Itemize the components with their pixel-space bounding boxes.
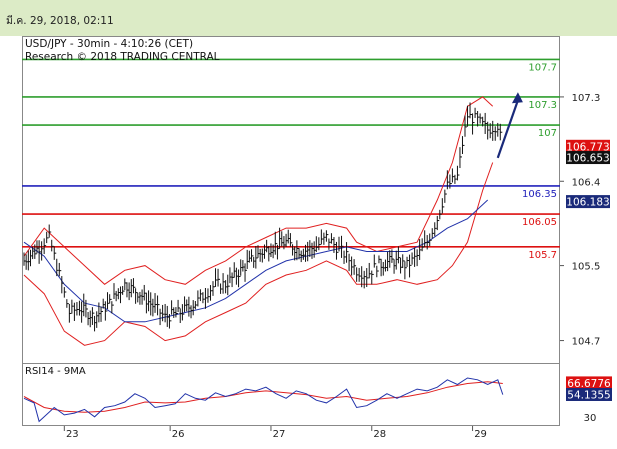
rsi-ma-line xyxy=(23,381,503,413)
rsi-y-tick-0: 30 xyxy=(584,413,597,424)
rsi-tag-bg-0 xyxy=(566,376,612,390)
x-tick-label-4: 29 xyxy=(474,429,487,440)
candlestick-bars xyxy=(23,102,503,332)
rsi-title: RSI14 - 9MA xyxy=(25,366,86,377)
level-label-3: 106.35 xyxy=(522,189,557,200)
rsi-tag-label-1: 54.1355 xyxy=(567,389,610,401)
price-tag-bg-2 xyxy=(566,195,610,209)
rsi-tag-label-0: 66.6776 xyxy=(567,378,611,390)
price-tag-label-1: 106.653 xyxy=(566,153,609,165)
rsi-panel xyxy=(22,364,560,426)
y-tick-label-0: 107.3 xyxy=(572,93,601,104)
chart-title-line2: Research © 2018 TRADING CENTRAL xyxy=(25,51,220,63)
price-tag-label-0: 106.773 xyxy=(566,141,609,153)
y-tick-label-3: 104.7 xyxy=(572,337,601,348)
bollinger-lower xyxy=(23,162,494,346)
x-tick-label-0: 23 xyxy=(66,429,79,440)
bollinger-upper xyxy=(23,96,494,285)
level-label-4: 106.05 xyxy=(522,217,557,228)
date-label: มี.ค. 29, 2018, 02:11 xyxy=(6,15,114,27)
x-tick-label-3: 28 xyxy=(373,429,386,440)
y-tick-label-2: 105.5 xyxy=(572,262,601,273)
header-bar: มี.ค. 29, 2018, 02:11 xyxy=(0,0,617,36)
x-tick-label-1: 26 xyxy=(172,429,185,440)
level-label-5: 105.7 xyxy=(528,250,557,261)
level-label-1: 107.3 xyxy=(528,100,557,111)
level-label-2: 107 xyxy=(538,128,557,139)
level-label-0: 107.7 xyxy=(528,62,557,73)
price-tag-bg-1 xyxy=(566,151,610,165)
forecast-arrow-head xyxy=(511,92,523,104)
rsi-line xyxy=(23,377,504,423)
price-tag-label-2: 106.183 xyxy=(566,197,609,209)
price-tag-bg-0 xyxy=(566,139,610,153)
chart-title-line1: USD/JPY - 30min - 4:10:26 (CET) xyxy=(25,38,194,50)
x-tick-label-2: 27 xyxy=(273,429,286,440)
rsi-tag-bg-1 xyxy=(566,387,612,401)
forecast-arrow-shaft xyxy=(496,99,519,159)
y-tick-label-1: 106.4 xyxy=(572,177,601,188)
